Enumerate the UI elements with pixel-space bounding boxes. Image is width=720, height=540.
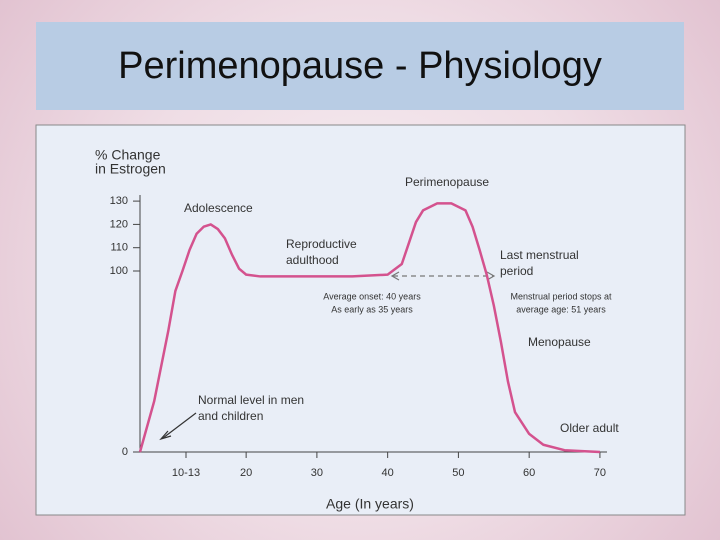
annotation: As early as 35 years (331, 304, 413, 314)
y-tick-label: 100 (110, 265, 128, 277)
x-tick-label: 20 (240, 467, 252, 479)
annotation: average age: 51 years (516, 304, 606, 314)
arrow-heads (390, 271, 496, 281)
annotation: Perimenopause (405, 175, 489, 189)
x-axis-label: Age (In years) (326, 496, 414, 512)
annotation: period (500, 264, 533, 278)
annotation: Menopause (528, 335, 591, 349)
x-tick-label: 10-13 (172, 467, 200, 479)
annotation: Normal level in men (198, 393, 304, 407)
y-tick-label: 110 (110, 242, 128, 254)
y-tick-label: 120 (110, 218, 128, 230)
annotation: Adolescence (184, 201, 253, 215)
y-axis-label: in Estrogen (95, 161, 166, 177)
annotation: Average onset: 40 years (323, 291, 421, 301)
y-tick-label: 130 (110, 195, 128, 207)
estrogen-curve (138, 202, 600, 454)
x-tick-label: 40 (382, 467, 394, 479)
annotation: Last menstrual (500, 248, 579, 262)
chart-panel (35, 124, 686, 516)
annotation: Reproductive (286, 237, 357, 251)
pointer-head (159, 430, 172, 441)
y-tick-label: 0 (122, 446, 128, 458)
annotation: and children (198, 409, 263, 423)
annotation: Older adult (560, 421, 619, 435)
annotation: adulthood (286, 253, 339, 267)
x-tick-label: 60 (523, 467, 535, 479)
annotation: Menstrual period stops at (510, 291, 612, 301)
x-tick-label: 50 (452, 467, 464, 479)
pointer-arrow (162, 412, 197, 439)
slide-title: Perimenopause - Physiology (36, 22, 684, 110)
x-tick-label: 70 (594, 467, 606, 479)
y-axis-label: % Change (95, 147, 161, 163)
x-tick-label: 30 (311, 467, 323, 479)
